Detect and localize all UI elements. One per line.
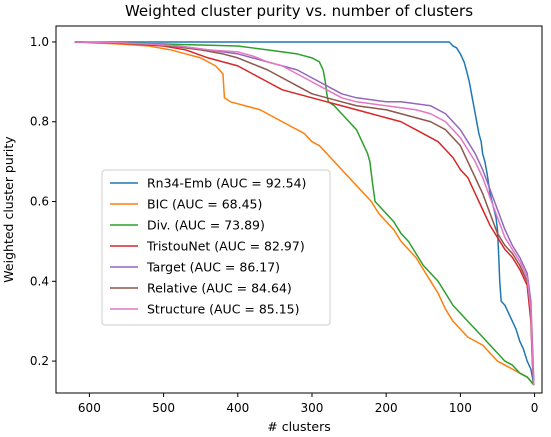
- y-tick-label: 0.6: [30, 195, 49, 209]
- y-tick-label: 1.0: [30, 35, 49, 49]
- y-tick-label: 0.8: [30, 115, 49, 129]
- x-tick-label: 600: [78, 401, 101, 415]
- x-tick-label: 500: [152, 401, 175, 415]
- series-line-5: [74, 41, 535, 382]
- series-line-3: [74, 41, 535, 386]
- legend-label: Structure (AUC = 85.15): [147, 302, 300, 317]
- x-tick-label: 100: [449, 401, 472, 415]
- y-tick-label: 0.4: [30, 274, 49, 288]
- legend-label: Relative (AUC = 84.64): [147, 281, 292, 296]
- legend-box: [101, 169, 331, 326]
- series-line-6: [74, 41, 535, 386]
- chart-title: Weighted cluster purity vs. number of cl…: [125, 2, 473, 20]
- legend: Rn34-Emb (AUC = 92.54) BIC (AUC = 68.45) D…: [101, 169, 331, 326]
- series-line-2: [74, 41, 535, 386]
- x-tick-label: 200: [375, 401, 398, 415]
- x-tick-label: 0: [531, 401, 539, 415]
- x-axis-label: # clusters: [267, 419, 330, 433]
- ticks-layer: 600 500 400 300 200 100 0 0.2 0.4 0.6 0.8 1.0: [30, 35, 538, 415]
- x-tick-label: 300: [301, 401, 324, 415]
- series-line-7: [74, 41, 535, 386]
- series-line-4: [74, 41, 535, 386]
- legend-label: Rn34-Emb (AUC = 92.54): [147, 176, 306, 191]
- series-layer: [74, 41, 535, 386]
- y-axis-label: Weighted cluster purity: [1, 136, 16, 283]
- y-tick-label: 0.2: [30, 354, 49, 368]
- plot-frame: [55, 25, 543, 394]
- legend-label: BIC (AUC = 68.45): [147, 197, 262, 212]
- series-line-1: [74, 41, 535, 386]
- legend-label: Div. (AUC = 73.89): [147, 218, 265, 233]
- legend-label: Target (AUC = 86.17): [146, 260, 280, 275]
- legend-label: TristouNet (AUC = 82.97): [146, 239, 305, 254]
- x-tick-label: 400: [226, 401, 249, 415]
